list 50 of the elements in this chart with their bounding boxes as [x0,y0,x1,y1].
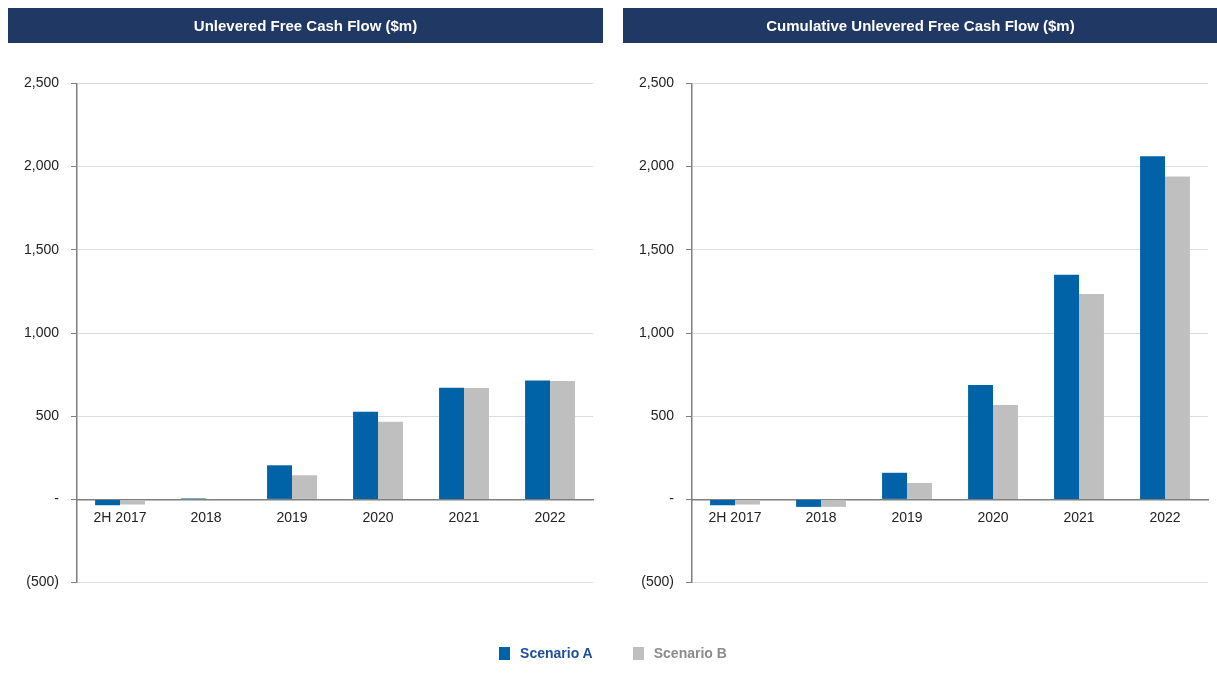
chart-title: Unlevered Free Cash Flow ($m) [8,8,603,43]
bar [464,387,489,499]
x-tick-label: 2018 [805,508,837,525]
y-tick-label: 2,000 [23,157,60,174]
bar [1054,274,1080,499]
x-tick-label: 2022 [1149,508,1181,525]
x-tick-label: 2021 [448,508,480,525]
bar [550,380,575,499]
bar [439,387,465,499]
bar [821,499,846,507]
y-tick-label: (500) [641,573,675,590]
x-tick-label: 2018 [190,508,222,525]
bar [525,380,550,499]
y-tick-label: - [54,490,60,507]
y-tick-label: 2,000 [638,157,675,174]
legend-label: Scenario A [520,645,593,661]
y-tick-label: 2,500 [638,74,675,91]
y-tick-label: 1,500 [638,240,675,257]
y-tick-label: 1,000 [638,323,675,340]
bar [1165,176,1190,499]
bar [267,465,293,499]
bar [968,384,994,499]
y-tick-label: 500 [650,407,675,424]
x-tick-label: 2019 [891,508,923,525]
bar [710,499,736,506]
bar [882,472,908,499]
y-tick-label: - [669,490,675,507]
y-tick-label: (500) [26,573,60,590]
chart-title: Cumulative Unlevered Free Cash Flow ($m) [623,8,1217,43]
x-tick-label: 2020 [977,508,1009,525]
y-tick-label: 500 [35,407,60,424]
bar [95,499,121,506]
x-tick-label: 2021 [1063,508,1095,525]
bar [907,482,932,499]
y-tick-label: 1,500 [23,240,60,257]
y-tick-label: 2,500 [23,74,60,91]
bar [1140,156,1165,499]
bar [1079,293,1104,499]
bar [993,404,1018,499]
x-tick-label: 2022 [534,508,566,525]
x-tick-label: 2H 2017 [708,508,762,525]
bar [353,411,379,499]
x-tick-label: 2H 2017 [93,508,147,525]
x-tick-label: 2019 [276,508,308,525]
bar [292,475,317,499]
x-tick-label: 2020 [362,508,394,525]
bar [796,499,822,507]
legend-label: Scenario B [653,645,727,661]
bar [378,421,403,499]
y-tick-label: 1,000 [23,323,60,340]
